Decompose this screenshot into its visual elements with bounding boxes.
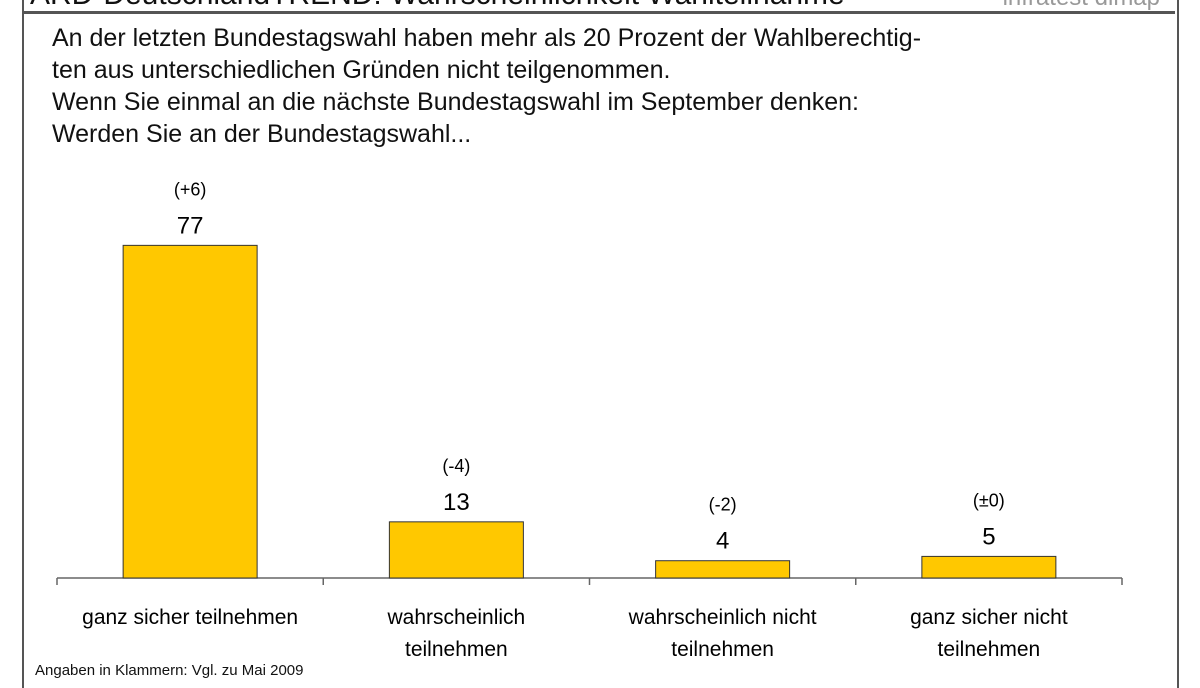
question-text: An der letzten Bundestagswahl haben mehr… <box>52 22 1162 150</box>
bar <box>388 521 524 579</box>
change-label: (+6) <box>174 179 207 199</box>
data-label: 77 <box>177 212 204 239</box>
question-line: ten aus unterschiedlichen Gründen nicht … <box>52 56 671 84</box>
question-line: Werden Sie an der Bundestagswahl... <box>52 120 472 148</box>
change-label: (±0) <box>973 490 1005 510</box>
brand-logo-text: infratest dimap <box>1003 0 1160 12</box>
chart-frame <box>22 0 1179 688</box>
category-label: wahrscheinlich <box>387 606 526 629</box>
category-label: wahrscheinlich nicht <box>628 606 817 629</box>
category-label: teilnehmen <box>671 638 774 661</box>
category-label: teilnehmen <box>405 638 508 661</box>
footnote: Angaben in Klammern: Vgl. zu Mai 2009 <box>35 662 304 679</box>
bar <box>655 560 791 579</box>
change-label: (-4) <box>442 456 470 476</box>
title-divider <box>22 11 1175 14</box>
bar <box>122 244 258 579</box>
data-label: 5 <box>982 523 995 550</box>
question-line: An der letzten Bundestagswahl haben mehr… <box>52 24 922 52</box>
chart-title: ARD-DeutschlandTREND: Wahrscheinlichkeit… <box>30 0 845 12</box>
data-label: 4 <box>716 528 729 555</box>
category-label: ganz sicher teilnehmen <box>82 606 298 629</box>
question-line: Wenn Sie einmal an die nächste Bundestag… <box>52 88 859 116</box>
data-label: 13 <box>443 489 470 516</box>
change-label: (-2) <box>709 495 737 515</box>
category-label: ganz sicher nicht <box>910 606 1068 629</box>
bar <box>921 555 1057 579</box>
category-label: teilnehmen <box>938 638 1041 661</box>
